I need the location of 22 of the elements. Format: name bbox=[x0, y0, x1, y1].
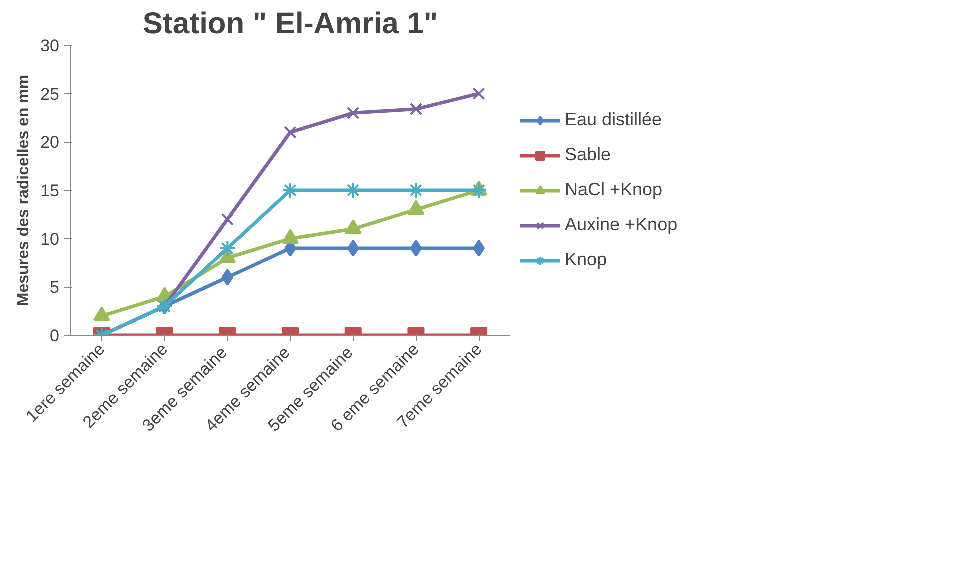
legend-label: Knop bbox=[565, 250, 608, 270]
y-tick-label: 10 bbox=[40, 230, 60, 249]
legend-label: Sable bbox=[565, 144, 612, 166]
y-tick-label: 15 bbox=[40, 182, 60, 200]
y-axis-title: Mesures des radicelles en mm bbox=[16, 74, 33, 306]
point bbox=[344, 220, 362, 234]
chart-title: Station " El-Amria 1" bbox=[142, 8, 438, 40]
point bbox=[93, 306, 110, 322]
point bbox=[347, 106, 360, 120]
y-tick-label: 5 bbox=[50, 278, 60, 298]
point bbox=[472, 88, 486, 100]
y-tick-label: 0 bbox=[50, 326, 60, 346]
y-tick-label: 25 bbox=[40, 84, 60, 104]
legend-label: Auxine +Knop bbox=[565, 214, 678, 236]
y-tick-label: 20 bbox=[40, 133, 60, 152]
point bbox=[284, 126, 297, 139]
y-tick-label: 30 bbox=[40, 36, 60, 56]
point bbox=[282, 229, 299, 244]
legend-label: NaCl +Knop bbox=[565, 180, 663, 200]
point bbox=[408, 200, 425, 216]
point bbox=[410, 102, 423, 116]
legend-label: Eau distillée bbox=[565, 110, 662, 130]
